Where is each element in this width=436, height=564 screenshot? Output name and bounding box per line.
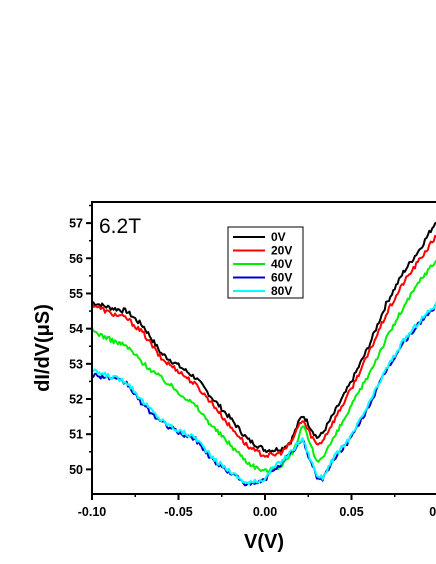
x-tick-label: 0.05 bbox=[339, 505, 363, 519]
series-line-40V bbox=[91, 259, 436, 474]
ticks-layer: -0.10 -0.05 0.00 0.05 0.1 50 51 52 53 54 55 56 57 bbox=[69, 204, 436, 519]
field-annotation: 6.2T bbox=[99, 215, 141, 238]
x-tick-label: -0.05 bbox=[164, 505, 193, 519]
legend-label: 20V bbox=[271, 244, 292, 258]
series-layer bbox=[91, 221, 436, 487]
legend-label: 40V bbox=[271, 257, 292, 271]
legend-label: 80V bbox=[271, 284, 292, 298]
y-tick-label: 52 bbox=[69, 393, 83, 407]
series-line-20V bbox=[91, 234, 436, 458]
y-tick-label: 57 bbox=[69, 217, 83, 231]
y-tick-label: 50 bbox=[69, 463, 83, 477]
series-line-80V bbox=[91, 301, 436, 485]
x-axis-title: V(V) bbox=[244, 531, 284, 553]
x-tick-label: 0.1 bbox=[429, 505, 436, 519]
y-tick-label: 53 bbox=[69, 357, 83, 371]
legend-label: 60V bbox=[271, 271, 292, 285]
y-axis-title: dI/dV(μS) bbox=[32, 304, 54, 392]
series-line-60V bbox=[91, 303, 436, 487]
x-tick-label: 0.00 bbox=[253, 505, 277, 519]
legend-box bbox=[227, 226, 304, 299]
y-tick-label: 55 bbox=[69, 287, 83, 301]
y-tick-label: 54 bbox=[69, 322, 83, 336]
y-tick-label: 56 bbox=[69, 252, 83, 266]
legend-label: 0V bbox=[271, 230, 286, 244]
y-tick-label: 51 bbox=[69, 428, 83, 442]
x-tick-label: -0.10 bbox=[78, 505, 107, 519]
series-line-0V bbox=[91, 221, 436, 454]
